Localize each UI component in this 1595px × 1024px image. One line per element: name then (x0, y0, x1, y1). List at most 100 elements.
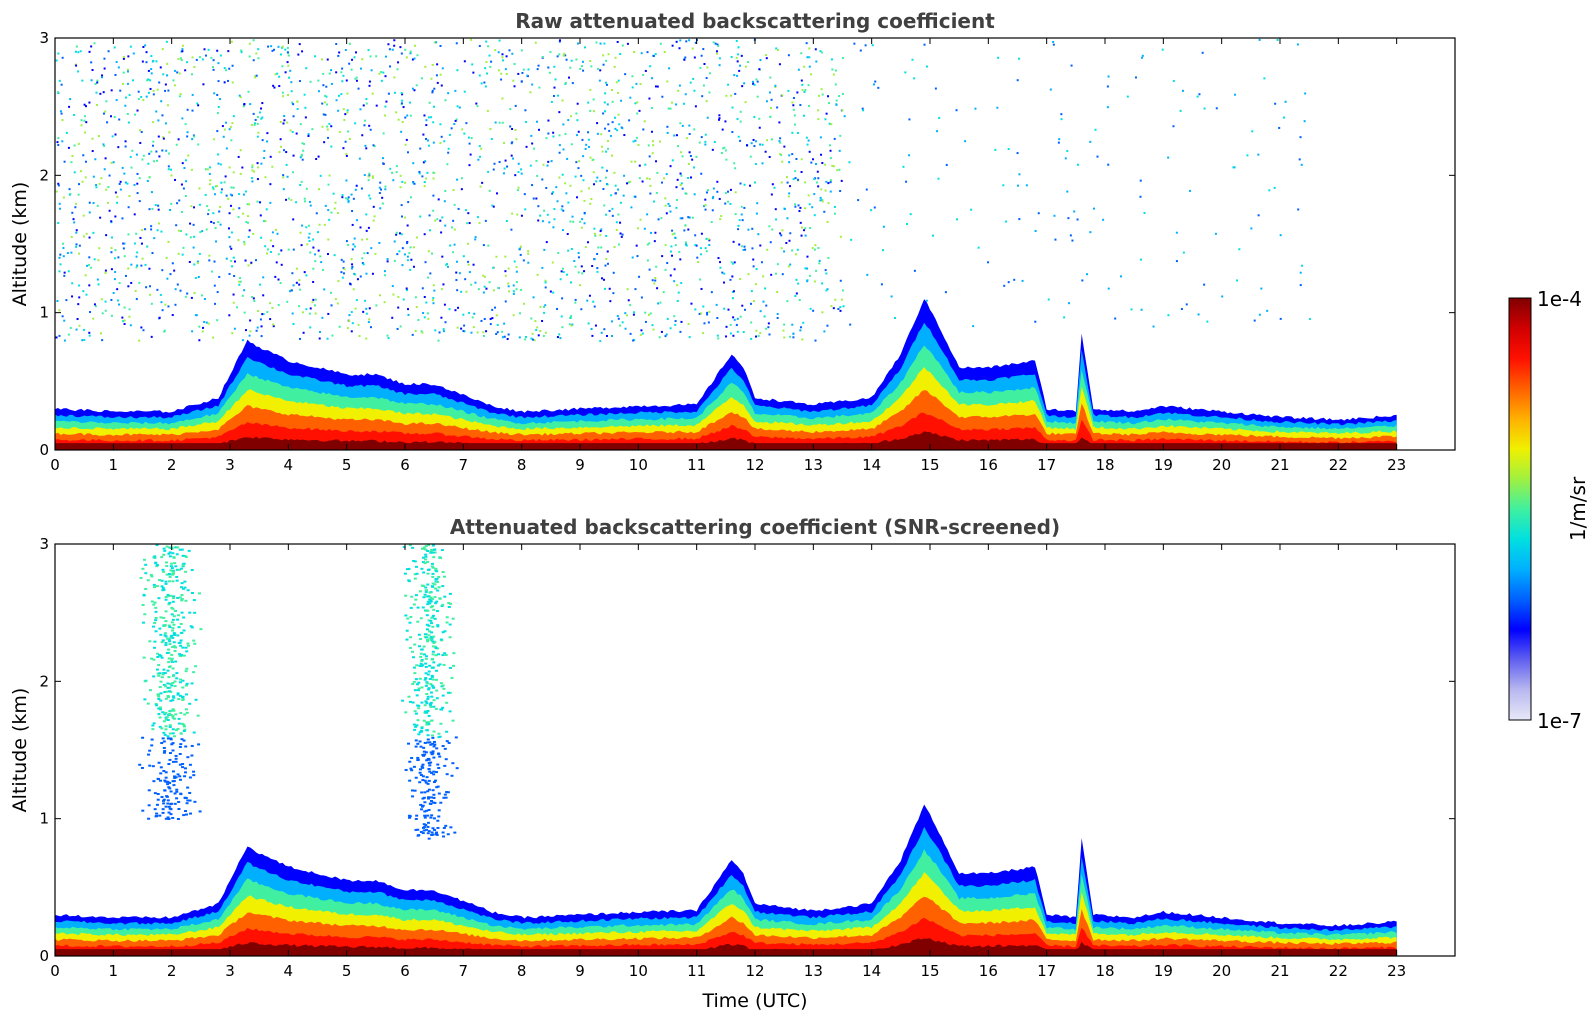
noise-pixel (257, 166, 260, 169)
noise-pixel (758, 126, 761, 129)
noise-pixel (516, 189, 519, 192)
noise-pixel (1182, 89, 1185, 92)
noise-pixel (515, 281, 518, 284)
cloud-pixel (159, 616, 163, 619)
noise-pixel (583, 270, 586, 273)
cloud-pixel (431, 582, 435, 585)
noise-pixel (587, 241, 590, 244)
noise-pixel (592, 300, 595, 303)
noise-pixel (800, 79, 803, 82)
noise-pixel (124, 181, 127, 184)
noise-pixel (460, 327, 463, 330)
cloud-pixel (193, 800, 197, 803)
noise-pixel (437, 339, 440, 342)
noise-pixel (680, 151, 683, 154)
x-tick-label: 1 (109, 962, 119, 980)
cloud-pixel (431, 605, 435, 608)
noise-pixel (446, 263, 449, 266)
cloud-pixel (417, 645, 421, 648)
noise-pixel (263, 220, 266, 223)
noise-pixel (292, 248, 295, 251)
noise-pixel (813, 248, 816, 251)
cloud-pixel (429, 596, 433, 599)
noise-pixel (787, 89, 790, 92)
noise-pixel (317, 155, 320, 158)
noise-pixel (453, 243, 456, 246)
noise-pixel (581, 272, 584, 275)
noise-pixel (760, 261, 763, 264)
noise-pixel (559, 278, 562, 281)
noise-pixel (299, 231, 302, 234)
cloud-pixel (431, 752, 435, 755)
noise-pixel (513, 260, 516, 263)
cloud-pixel (169, 813, 173, 816)
noise-pixel (840, 298, 843, 301)
noise-pixel (484, 67, 487, 70)
noise-pixel (227, 197, 230, 200)
noise-pixel (353, 56, 356, 59)
cloud-pixel (170, 567, 174, 570)
noise-pixel (662, 291, 665, 294)
noise-pixel (232, 208, 235, 211)
cloud-pixel (441, 603, 445, 606)
noise-pixel (265, 208, 268, 211)
noise-pixel (808, 47, 811, 50)
cloud-pixel (153, 555, 157, 558)
noise-pixel (553, 218, 556, 221)
cloud-pixel (144, 563, 148, 566)
noise-pixel (142, 329, 145, 332)
noise-pixel (124, 274, 127, 277)
cloud-pixel (432, 699, 436, 702)
noise-pixel (306, 243, 309, 246)
noise-pixel (412, 265, 415, 268)
cloud-pixel (168, 640, 172, 643)
cloud-pixel (429, 551, 433, 554)
noise-pixel (133, 183, 136, 186)
cloud-pixel (431, 801, 435, 804)
noise-pixel (576, 102, 579, 105)
noise-pixel (368, 124, 371, 127)
noise-pixel (1175, 260, 1178, 263)
noise-pixel (911, 58, 914, 61)
cloud-pixel (408, 760, 412, 763)
noise-pixel (121, 316, 124, 319)
noise-pixel (301, 142, 304, 145)
noise-pixel (276, 72, 279, 75)
noise-pixel (596, 122, 599, 125)
cloud-pixel (448, 623, 452, 626)
cloud-pixel (178, 653, 182, 656)
cloud-pixel (180, 598, 184, 601)
noise-pixel (150, 302, 153, 305)
noise-pixel (681, 187, 684, 190)
cloud-pixel (432, 770, 436, 773)
noise-pixel (580, 265, 583, 268)
noise-pixel (351, 265, 354, 268)
noise-pixel (470, 38, 473, 41)
noise-pixel (142, 45, 145, 48)
noise-pixel (127, 233, 130, 236)
x-tick-label: 9 (575, 962, 585, 980)
noise-pixel (482, 291, 485, 294)
noise-pixel (373, 145, 376, 148)
noise-pixel (97, 135, 100, 138)
noise-pixel (716, 180, 719, 183)
noise-pixel (58, 202, 61, 205)
noise-pixel (154, 204, 157, 207)
noise-pixel (789, 263, 792, 266)
noise-pixel (770, 98, 773, 101)
cloud-pixel (428, 598, 432, 601)
noise-pixel (101, 312, 104, 315)
noise-pixel (1246, 154, 1249, 157)
cloud-pixel (428, 741, 432, 744)
noise-pixel (345, 152, 348, 155)
noise-pixel (395, 171, 398, 174)
noise-pixel (485, 61, 488, 64)
cloud-pixel (162, 553, 166, 556)
noise-pixel (308, 239, 311, 242)
noise-pixel (815, 60, 818, 63)
noise-pixel (765, 100, 768, 103)
noise-pixel (1143, 212, 1146, 215)
cloud-pixel (427, 808, 431, 811)
noise-pixel (266, 311, 269, 314)
noise-pixel (607, 147, 610, 150)
